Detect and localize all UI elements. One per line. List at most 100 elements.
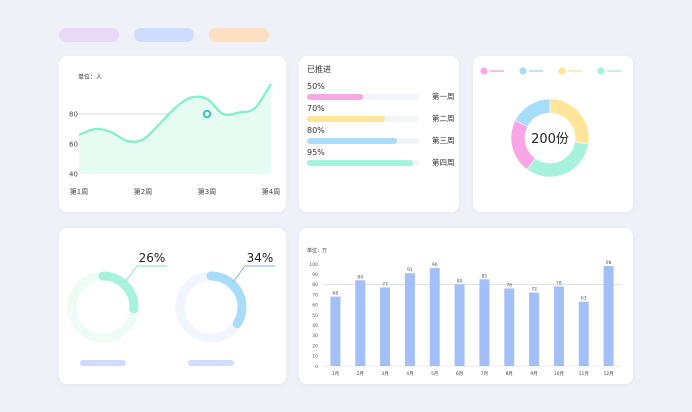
- y-tick-label: 70: [312, 292, 318, 298]
- gauge-arc: [98, 271, 139, 314]
- progress-percent: 70%: [307, 104, 325, 113]
- progress-percent: 95%: [307, 148, 325, 157]
- bar-value-label: 96: [432, 262, 438, 268]
- bar: [529, 292, 540, 366]
- bar: [504, 288, 515, 366]
- y-tick-label: 90: [312, 272, 318, 278]
- gauge-arc: [206, 271, 247, 329]
- filter-pill-purple[interactable]: [59, 28, 119, 42]
- bar-value-label: 91: [407, 267, 413, 273]
- progress-item: 70% 第二周: [307, 103, 457, 123]
- y-tick-label: 50: [312, 313, 318, 319]
- line-chart-card: 单位：人 40 60 80 第1周 第2周 第3周 第4周: [59, 56, 286, 212]
- progress-name: 第四周: [432, 158, 455, 167]
- x-tick-label: 6月: [456, 371, 463, 377]
- gauges-card: 26% 34%: [59, 228, 286, 384]
- gauge-leader-line: [124, 265, 167, 283]
- y-tick-label: 80: [69, 111, 78, 119]
- y-tick-label: 100: [309, 262, 318, 268]
- progress-track: [307, 116, 419, 122]
- bar: [479, 279, 490, 366]
- gauge-percent-label: 34%: [247, 251, 274, 265]
- x-tick-label: 3月: [381, 371, 388, 377]
- bar-value-label: 85: [482, 273, 488, 279]
- donut-chart: 200份: [480, 67, 621, 178]
- y-tick-label: 20: [312, 343, 318, 349]
- progress-percent: 80%: [307, 126, 325, 135]
- series-area: [79, 84, 271, 174]
- bar-value-label: 72: [531, 287, 537, 293]
- progress-name: 第一周: [432, 92, 455, 101]
- x-tick-label: 5月: [431, 371, 438, 377]
- progress-card: 已推进 50% 第一周 70% 第二周 80% 第三周 95% 第四周: [299, 56, 459, 212]
- legend-dot: [519, 67, 527, 75]
- bar-value-label: 76: [506, 282, 512, 288]
- filter-pill-blue[interactable]: [134, 28, 194, 42]
- progress-percent: 50%: [307, 82, 325, 91]
- gauge-leader-line: [232, 265, 275, 283]
- progress-item: 50% 第一周: [307, 81, 457, 101]
- bar: [429, 268, 440, 366]
- bar-chart: 单位：万 0 10 20 30 40 50 60 70 80 90 100 68 1月 84 2月 77 3月 91…: [307, 247, 621, 377]
- y-tick-label: 10: [312, 354, 318, 360]
- x-tick-label: 第3周: [198, 187, 216, 196]
- unit-label: 单位：人: [78, 73, 102, 81]
- bar-value-label: 80: [457, 278, 463, 284]
- donut-center-label: 200份: [531, 132, 569, 147]
- donut-slice: [514, 98, 551, 128]
- bar-value-label: 84: [357, 274, 363, 280]
- progress-fill: [307, 160, 414, 166]
- bar: [454, 284, 465, 366]
- y-tick-label: 60: [312, 303, 318, 309]
- progress-track: [307, 94, 419, 100]
- donut-chart-card: 200份: [473, 56, 633, 212]
- legend-dot: [480, 67, 488, 75]
- x-tick-label: 第2周: [134, 187, 152, 196]
- bar: [330, 296, 341, 366]
- x-tick-label: 1月: [332, 371, 339, 377]
- progress-name: 第三周: [432, 136, 455, 145]
- bar-value-label: 68: [333, 291, 339, 297]
- y-tick-label: 40: [312, 323, 318, 329]
- bar: [603, 266, 614, 366]
- bar-value-label: 98: [606, 260, 612, 266]
- x-tick-label: 2月: [357, 371, 364, 377]
- gauge-caption-placeholder: [80, 360, 126, 366]
- x-tick-label: 8月: [506, 371, 513, 377]
- progress-fill: [307, 116, 386, 122]
- bar-chart-card: 单位：万 0 10 20 30 40 50 60 70 80 90 100 68 1月 84 2月 77 3月 91…: [299, 228, 633, 384]
- gauge-percent-label: 26%: [139, 251, 166, 265]
- bar: [578, 301, 589, 366]
- progress-fill: [307, 94, 363, 100]
- bar: [355, 280, 366, 366]
- progress-item: 80% 第三周: [307, 125, 457, 145]
- bar-value-label: 78: [556, 280, 562, 286]
- x-tick-label: 10月: [554, 371, 564, 377]
- progress-track: [307, 138, 419, 144]
- bar: [380, 287, 391, 366]
- x-tick-label: 7月: [481, 371, 488, 377]
- progress-track: [307, 160, 419, 166]
- bar-value-label: 63: [581, 296, 587, 302]
- line-chart: 单位：人 40 60 80 第1周 第2周 第3周 第4周: [69, 73, 280, 196]
- gauge-caption-placeholder: [188, 360, 234, 366]
- bar: [553, 286, 564, 366]
- x-tick-label: 12月: [603, 371, 613, 377]
- x-tick-label: 第1周: [70, 187, 88, 196]
- unit-label: 单位：万: [307, 247, 327, 254]
- x-tick-label: 11月: [579, 371, 589, 377]
- y-tick-label: 40: [69, 171, 78, 179]
- progress-name: 第二周: [432, 114, 455, 123]
- y-tick-label: 60: [69, 141, 78, 149]
- progress-fill: [307, 138, 397, 144]
- gauge-charts: 26% 34%: [67, 251, 275, 366]
- highlight-marker: [202, 109, 212, 119]
- progress-title: 已推进: [307, 65, 331, 74]
- progress-item: 95% 第四周: [307, 147, 457, 167]
- legend-dot: [597, 67, 605, 75]
- bar-value-label: 77: [382, 281, 388, 287]
- x-tick-label: 9月: [530, 371, 537, 377]
- filter-pill-orange[interactable]: [209, 28, 269, 42]
- y-tick-label: 30: [312, 333, 318, 339]
- bar: [404, 273, 415, 366]
